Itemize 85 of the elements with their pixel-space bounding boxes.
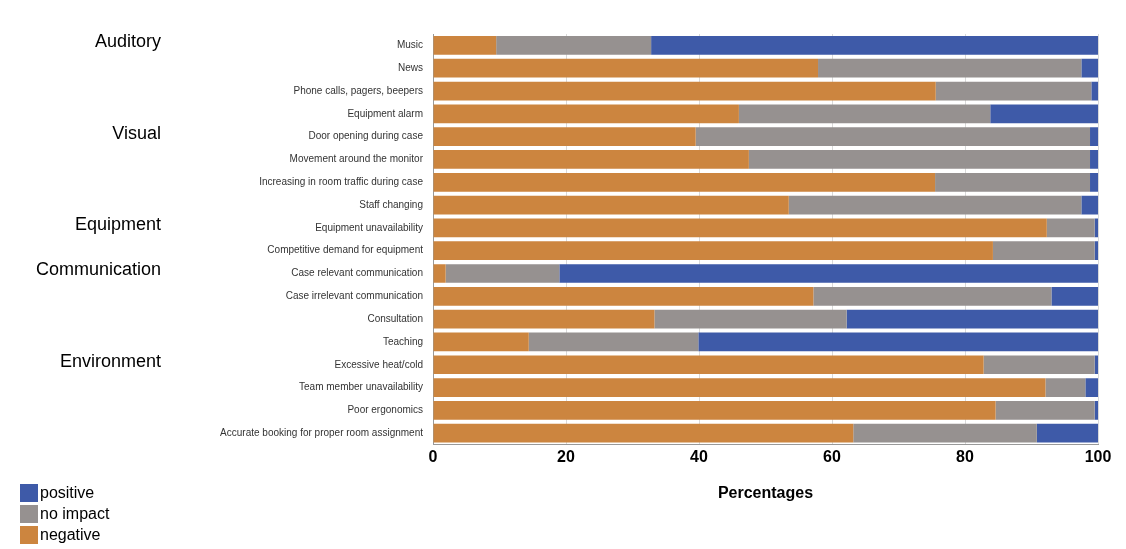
legend-label: negative [40, 525, 101, 545]
bar [846, 309, 1098, 329]
bar [695, 127, 1091, 146]
y-tick-label: Movement around the monitor [289, 153, 424, 165]
y-tick-label: Consultation [367, 312, 423, 324]
y-tick-label: Accurate booking for proper room assignment [220, 426, 424, 438]
bar [1094, 401, 1098, 420]
bar [445, 264, 560, 283]
x-axis-title: Percentages [717, 483, 814, 501]
text: Equipment [74, 213, 161, 234]
bar [433, 195, 789, 215]
bar [1051, 286, 1098, 306]
bar [433, 332, 529, 352]
bar [1045, 378, 1086, 397]
bar [1081, 58, 1098, 78]
bar [433, 423, 854, 443]
y-tick-label: Phone calls, pagers, beepers [293, 84, 423, 96]
legend-label: no impact [40, 504, 110, 524]
bar [995, 401, 1095, 420]
text: Auditory [94, 31, 161, 52]
bar [433, 172, 936, 192]
bar [528, 332, 699, 352]
x-tick-label: 60 [823, 447, 841, 465]
bar [1094, 241, 1098, 261]
bar [654, 309, 847, 329]
y-tick-label: Teaching [382, 335, 423, 347]
bar [433, 36, 497, 55]
x-tick-label: 80 [956, 447, 974, 465]
bar [433, 58, 819, 78]
bar [1090, 150, 1098, 169]
bar [433, 150, 749, 169]
y-tick-label: Competitive demand for equipment [267, 244, 424, 256]
y-tick-label: Case relevant communication [291, 267, 423, 279]
bar [813, 286, 1052, 306]
bar [990, 104, 1098, 124]
y-tick-label: Door opening during case [308, 130, 424, 142]
bar [433, 104, 739, 124]
text: Environment [59, 350, 161, 371]
x-tick-label: 40 [690, 447, 708, 465]
bar [433, 81, 936, 101]
bar [818, 58, 1082, 78]
bar [788, 195, 1082, 215]
x-tick-label: 0 [428, 447, 438, 465]
y-tick-label: Staff changing [359, 198, 423, 210]
text: Visual [112, 122, 161, 143]
bar [433, 286, 814, 306]
bar [433, 127, 696, 146]
bar [1094, 355, 1098, 375]
bar [433, 241, 993, 261]
bar [935, 172, 1091, 192]
bar [992, 241, 1095, 261]
y-tick-label: Equipment unavailability [315, 221, 423, 233]
y-tick-label: Music [396, 39, 423, 51]
bar [559, 264, 1098, 283]
bar [1081, 195, 1098, 215]
y-tick-label: Case irrelevant communication [285, 290, 423, 302]
bar [1091, 81, 1098, 101]
x-tick-label: 100 [1084, 447, 1112, 465]
y-tick-label: Equipment alarm [347, 107, 423, 119]
x-tick-label: 20 [557, 447, 575, 465]
bar [496, 36, 652, 55]
bar [1036, 423, 1098, 443]
bar [748, 150, 1091, 169]
bar [1046, 218, 1095, 238]
bar [1085, 378, 1098, 397]
bar [433, 309, 655, 329]
bar [1090, 172, 1098, 192]
legend-label: positive [40, 483, 95, 503]
bar [698, 332, 1098, 352]
text: Communication [35, 259, 161, 280]
y-tick-label: Excessive heat/cold [334, 358, 423, 370]
bar [433, 355, 984, 375]
bar [433, 264, 446, 283]
bar [738, 104, 991, 124]
bar [935, 81, 1092, 101]
bar [1090, 127, 1098, 146]
bar [433, 218, 1047, 238]
y-tick-label: Increasing in room traffic during case [259, 176, 424, 188]
bar [433, 378, 1046, 397]
bar [983, 355, 1095, 375]
y-tick-label: Team member unavailability [299, 381, 423, 393]
bar [651, 36, 1098, 55]
y-tick-label: Poor ergonomics [347, 404, 423, 416]
y-tick-label: News [397, 61, 423, 73]
bar [433, 401, 996, 420]
